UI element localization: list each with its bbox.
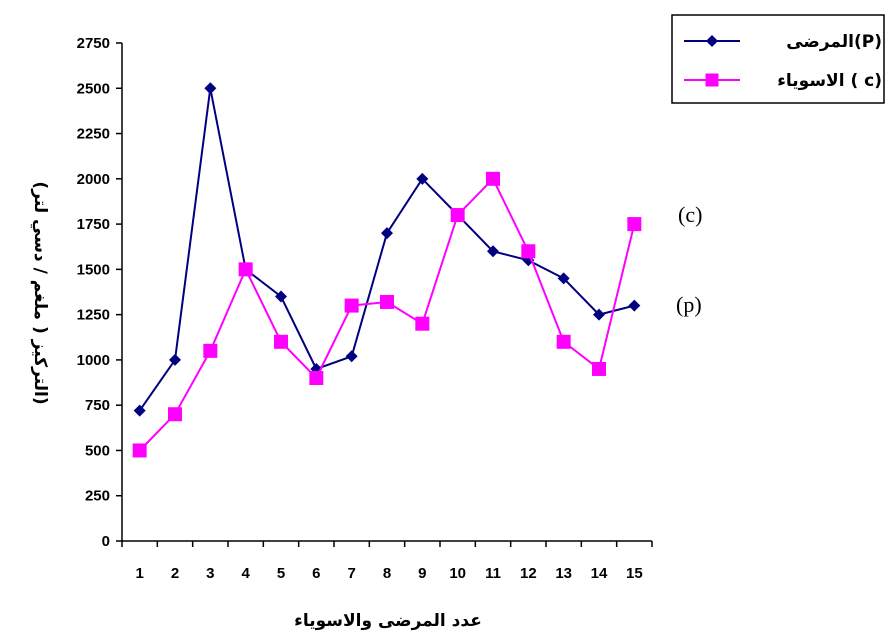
data-point-square (132, 443, 147, 458)
series-0 (133, 82, 641, 417)
data-point-diamond (557, 272, 570, 285)
x-tick-label: 7 (347, 565, 355, 582)
data-point-square (168, 407, 182, 422)
legend-box (671, 14, 885, 104)
y-tick-label: 1250 (77, 307, 110, 324)
y-tick-label: 0 (102, 533, 110, 550)
data-point-diamond (522, 254, 535, 267)
legend-entry-controls: الاسوياء ( c) (684, 71, 882, 91)
y-tick-label: 2750 (77, 35, 110, 52)
series-line (138, 88, 635, 412)
data-point-diamond (275, 290, 287, 303)
series-1 (132, 171, 642, 458)
legend-diamond-marker (706, 35, 718, 47)
chart-axes (121, 43, 652, 542)
x-tick-label: 8 (383, 565, 391, 582)
y-tick-label: 500 (85, 442, 110, 459)
data-point-square (450, 208, 465, 223)
x-tick-label: 2 (171, 565, 179, 582)
y-tick-label: 2250 (77, 126, 110, 143)
data-point-square (380, 294, 394, 309)
y-tick-label: 2000 (77, 171, 110, 188)
data-point-diamond (345, 350, 358, 363)
data-point-square (627, 217, 642, 232)
x-tick-label: 9 (418, 565, 426, 582)
data-point-square (521, 244, 536, 259)
annotation-c: (c) (678, 202, 702, 227)
x-axis-ticks: 1 2 3 4 5 6 7 8 9 10 11 12 13 14 15 (121, 541, 653, 582)
data-point-square (556, 334, 571, 349)
x-tick-label: 6 (312, 565, 320, 582)
x-tick-label: 13 (555, 565, 572, 582)
data-point-square (238, 262, 253, 277)
legend: المرضى(P) الاسوياء ( c) (671, 14, 885, 104)
data-point-diamond (381, 227, 393, 240)
data-point-diamond (487, 245, 499, 258)
x-tick-label: 12 (520, 565, 537, 582)
series-layer (132, 82, 642, 458)
y-tick-label: 750 (85, 397, 110, 414)
x-tick-label: 10 (449, 565, 466, 582)
data-point-diamond (416, 172, 429, 185)
y-tick-label: 1500 (77, 261, 110, 278)
series-line (138, 177, 636, 452)
data-point-diamond (133, 404, 146, 417)
data-point-square (203, 343, 218, 358)
data-point-square (344, 298, 359, 313)
x-tick-label: 5 (277, 565, 285, 582)
annotation-p: (p) (676, 292, 702, 317)
x-tick-label: 1 (135, 565, 143, 582)
data-point-square (309, 371, 324, 386)
data-point-square (415, 316, 430, 331)
y-tick-label: 1000 (77, 352, 110, 369)
x-tick-label: 15 (626, 565, 643, 582)
data-point-square (274, 334, 288, 349)
y-axis-title: (التركيز ( ملغم / دسي لتر) (30, 181, 50, 404)
data-point-square (486, 171, 500, 186)
x-tick-label: 3 (206, 565, 214, 582)
data-point-diamond (593, 308, 605, 321)
legend-label-controls: الاسوياء ( c) (777, 71, 882, 91)
x-tick-label: 11 (485, 565, 501, 582)
y-tick-label: 1750 (77, 216, 110, 233)
x-tick-label: 4 (241, 565, 250, 582)
y-tick-label: 2500 (77, 80, 110, 97)
data-point-square (592, 361, 606, 376)
data-point-diamond (628, 299, 641, 312)
y-tick-label: 250 (85, 488, 110, 505)
legend-square-marker (705, 73, 719, 87)
x-tick-label: 14 (591, 565, 608, 582)
y-axis-ticks: 0 250 500 750 1000 1250 1500 1750 2000 2250 2500 27… (77, 35, 122, 550)
legend-entry-patients: المرضى(P) (684, 32, 882, 52)
x-axis-title: عدد المرضى والاسوياء (294, 611, 482, 631)
data-point-diamond (204, 82, 217, 95)
legend-label-patients: المرضى(P) (786, 32, 882, 52)
data-point-diamond (169, 353, 181, 366)
